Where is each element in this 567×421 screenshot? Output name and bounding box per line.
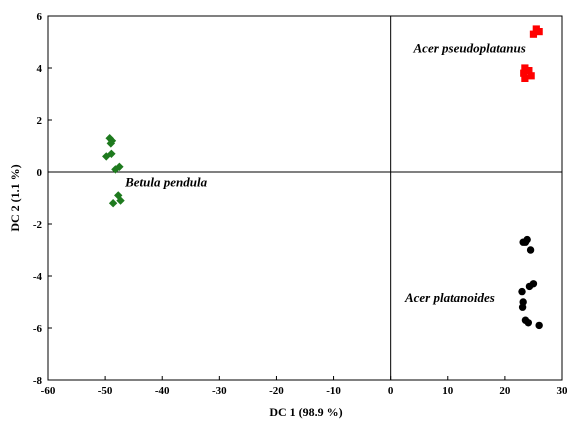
x-tick-label: -60 [41,385,56,397]
y-tick-label: -6 [33,323,43,335]
diamond-point [102,152,111,161]
square-point [529,30,538,38]
series-annotation: Acer platanoides [404,290,495,305]
x-tick-label: 30 [557,385,567,397]
x-tick-label: -20 [269,385,284,397]
y-tick-label: 2 [37,115,43,127]
square-point [520,69,528,77]
x-tick-label: -40 [155,385,170,397]
diamond-point [116,196,125,205]
y-tick-label: 0 [37,167,43,179]
x-tick-label: 0 [388,385,394,397]
diamond-point [106,139,116,148]
circle-point [524,319,533,327]
series-annotation: Betula pendula [124,174,207,189]
circle-point [521,238,530,246]
circle-point [526,246,535,254]
square-point [535,28,543,36]
y-tick-label: -2 [33,219,43,231]
circle-point [518,303,527,311]
y-axis-title: DC 2 (1.1 %) [8,164,22,231]
square-point [521,64,529,72]
plot-frame [47,15,563,381]
circle-point [535,321,543,330]
x-axis-title: DC 1 (98.9 %) [269,405,342,419]
x-tick-label: -10 [326,385,341,397]
x-tick-label: -30 [212,385,227,397]
diamond-point [108,199,118,208]
x-tick-label: 20 [499,385,511,397]
x-tick-label: -50 [98,385,113,397]
y-tick-label: 6 [37,11,43,23]
y-tick-label: 4 [37,63,43,75]
square-point [525,67,533,75]
y-tick-label: -8 [33,375,43,387]
circle-point [518,287,526,296]
x-tick-label: 10 [442,385,454,397]
series-annotation: Acer pseudoplatanus [413,40,526,55]
circle-point [525,282,534,291]
square-point [527,72,535,80]
y-tick-label: -4 [33,271,43,283]
diamond-point [111,165,120,174]
square-point [521,74,529,82]
